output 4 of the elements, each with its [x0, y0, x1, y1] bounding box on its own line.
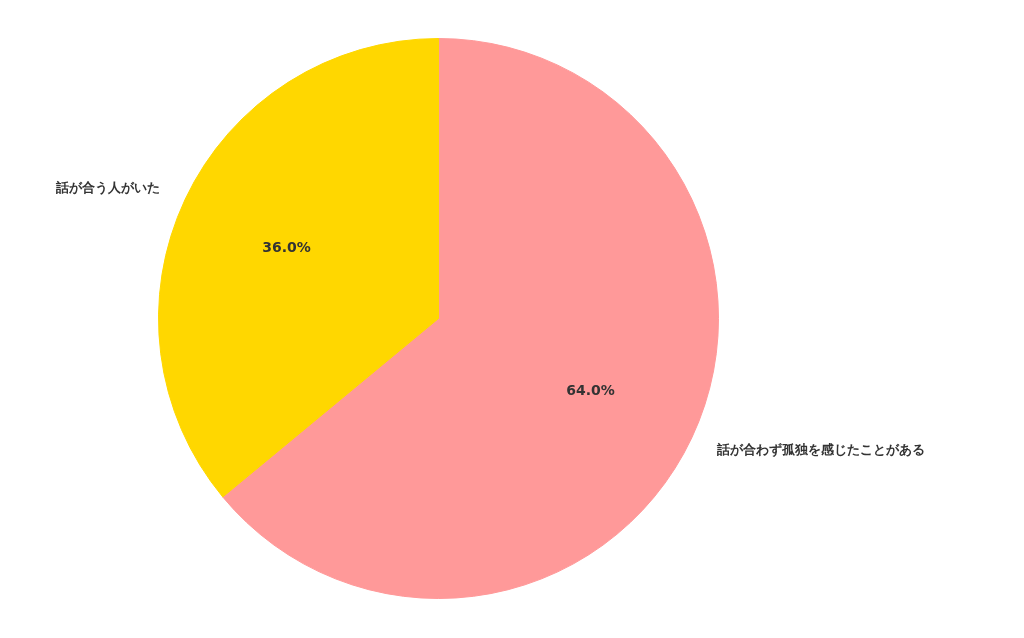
data-label: 64.0%	[566, 382, 615, 399]
slice-label: 話が合う人がいた	[54, 179, 160, 195]
data-label: 36.0%	[262, 238, 311, 255]
slice-label: 話が合わず孤独を感じたことがある	[716, 442, 926, 458]
